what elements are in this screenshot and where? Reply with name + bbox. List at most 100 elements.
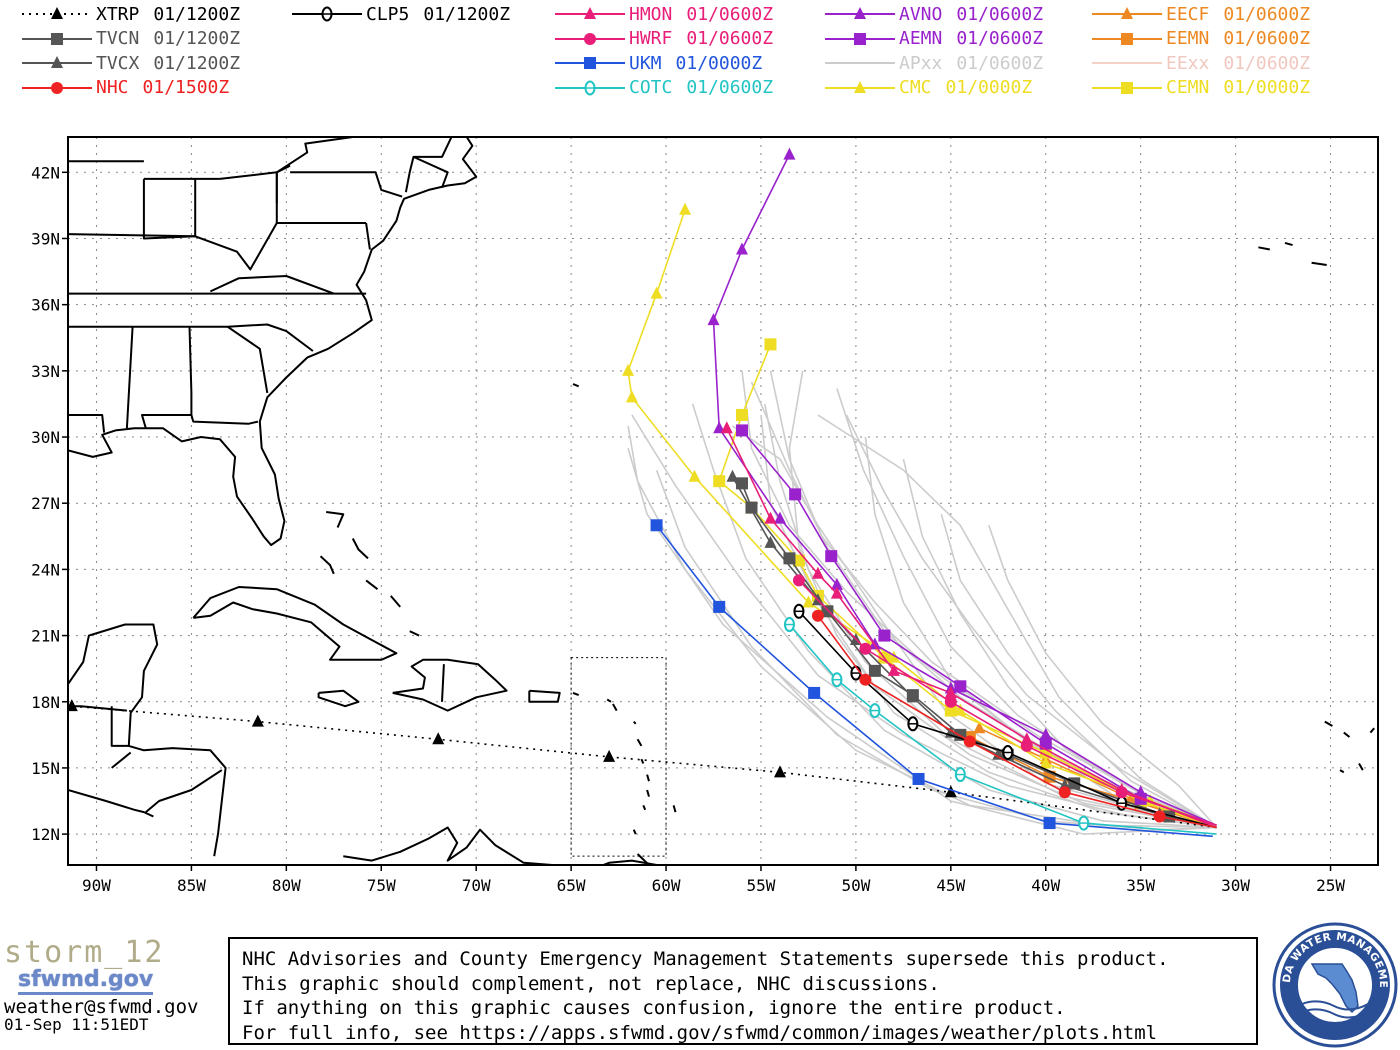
apxx-member-track	[627, 447, 1217, 835]
legend-marker-eemn	[1121, 32, 1133, 45]
avno-track-marker	[735, 242, 748, 255]
legend-swatch-cemn	[1092, 81, 1162, 94]
legend-marker-nhc	[51, 81, 63, 94]
legend-model-name: COTC	[629, 77, 673, 98]
legend-model-name: XTRP	[96, 3, 140, 25]
axis-ticks: 90W 85W 80W 75W 70W 65W 60W 55W 50W 45W 40W 35W 30W 2…	[31, 163, 1345, 895]
legend-entry-tvcx: TVCX 01/1200Z	[22, 52, 240, 74]
cemn-track-marker	[713, 475, 726, 488]
hmon-track-marker	[811, 566, 824, 579]
nhc-track	[811, 609, 1217, 829]
cmc-track-marker	[625, 390, 638, 403]
tvcn-track-marker	[821, 605, 834, 618]
legend-model-time: 01/1200Z	[153, 28, 241, 49]
legend-model-time: 01/1200Z	[153, 52, 241, 74]
lat-tick-label: 21N	[31, 627, 60, 646]
lon-tick-label: 65W	[557, 876, 586, 895]
ukm-track	[650, 519, 1213, 838]
xtrp-track-marker	[432, 732, 445, 745]
tvcx-track-marker	[726, 469, 739, 482]
lat-tick-label: 18N	[31, 693, 60, 712]
coastline-segment	[632, 829, 637, 835]
aemn-track-marker	[1039, 737, 1052, 750]
disclaimer-line-1: NHC Advisories and County Emergency Mana…	[242, 948, 1169, 970]
coastline-segment	[390, 595, 401, 608]
lat-tick-label: 15N	[31, 759, 60, 778]
avno-track-marker	[783, 147, 796, 160]
legend-swatch-xtrp	[22, 7, 92, 19]
legend-entry-hwrf: HWRF 01/0600Z	[555, 28, 773, 50]
coastline-segment	[226, 325, 269, 394]
tvcx-track-marker	[764, 535, 777, 548]
coastline-segment	[640, 758, 645, 764]
legend-marker-hmon	[584, 7, 596, 19]
legend-entry-aemn: AEMN 01/0600Z	[825, 28, 1043, 50]
ukm-track-marker	[1043, 817, 1056, 830]
legend-model-time: 01/0600Z	[956, 3, 1044, 25]
hwrf-track-marker	[944, 695, 957, 708]
legend-marker-tvcn	[51, 32, 63, 45]
ukm-track-marker	[713, 600, 726, 613]
legend-entry-nhc: NHC 01/1500Z	[22, 77, 229, 99]
cmc-track	[622, 202, 1217, 827]
coastline-segment	[317, 689, 360, 708]
legend-swatch-apxx	[825, 62, 895, 64]
cotc-track	[783, 617, 1217, 835]
coastline-segment	[1358, 763, 1364, 771]
coastline-segment	[612, 703, 618, 712]
cmc-track-marker	[887, 650, 900, 663]
legend-swatch-aemn	[825, 32, 895, 45]
hmon-track-marker	[764, 511, 777, 524]
legend-model-name: UKM	[629, 52, 662, 74]
coastline-segment	[68, 623, 227, 857]
sfwmd-seal-logo: SOUTH FLORIDA WATER MANAGEMENT DISTRICT	[1272, 922, 1398, 1048]
disclaimer-line-2: This graphic should complement, not repl…	[242, 972, 940, 995]
legend-model-name: HWRF	[629, 28, 673, 49]
coastline-segment	[141, 326, 193, 429]
tvcx-track-line	[731, 476, 1217, 829]
coastline-segment	[219, 137, 353, 180]
coastline-segment	[125, 326, 134, 429]
legend-model-name: CEMN	[1166, 77, 1210, 98]
coastline-segment	[392, 658, 508, 712]
tvcn-track-marker	[745, 501, 758, 514]
cemn-track-marker	[764, 338, 777, 351]
cmc-track-marker	[1039, 756, 1052, 769]
coastline-segment	[68, 414, 106, 433]
legend-model-name: AVNO	[899, 3, 943, 25]
avno-track-marker	[707, 313, 720, 326]
legend-swatch-eexx	[1092, 62, 1162, 64]
apxx-member-track	[732, 425, 1217, 829]
coastline-segment	[646, 789, 650, 797]
outlook-sector-box	[570, 657, 667, 857]
coastline-segment	[1369, 727, 1375, 734]
legend-entry-avno: AVNO 01/0600Z	[825, 3, 1043, 25]
legend-swatch-eecf	[1092, 7, 1162, 19]
avno-track-marker	[868, 637, 881, 650]
hmon-track-marker	[887, 663, 900, 676]
legend-entry-eexx: EExx 01/0600Z	[1092, 52, 1310, 74]
tvcn-track-marker	[735, 477, 748, 490]
legend-model-time: 01/0600Z	[686, 77, 774, 98]
cemn-track-marker	[944, 704, 957, 717]
eecf-track-marker	[973, 721, 986, 734]
lat-tick-label: 27N	[31, 494, 60, 513]
site-logo-text: sfwmd.gov	[18, 968, 154, 995]
sfwmd-branding: storm_12 sfwmd.gov weather@sfwmd.gov 01-…	[4, 936, 229, 1046]
lat-lon-grid	[68, 137, 1378, 865]
legend-marker-avno	[854, 7, 866, 19]
legend-model-time: 01/0600Z	[686, 3, 774, 25]
legend-model-time: 01/0600Z	[1223, 52, 1311, 74]
legend-model-name: NHC	[96, 77, 129, 98]
lon-tick-label: 30W	[1221, 876, 1250, 895]
lon-tick-label: 60W	[652, 876, 681, 895]
lon-tick-label: 75W	[367, 876, 396, 895]
hmon-track-marker	[1020, 732, 1033, 745]
clp5-track-line	[798, 610, 1217, 829]
ukm-track-marker	[808, 686, 821, 699]
apxx-member-track	[940, 513, 1217, 829]
aemn-track-marker	[878, 629, 891, 642]
coastline-segment	[190, 414, 259, 425]
coastline-segment	[672, 805, 677, 813]
coastline-segment	[528, 689, 561, 703]
